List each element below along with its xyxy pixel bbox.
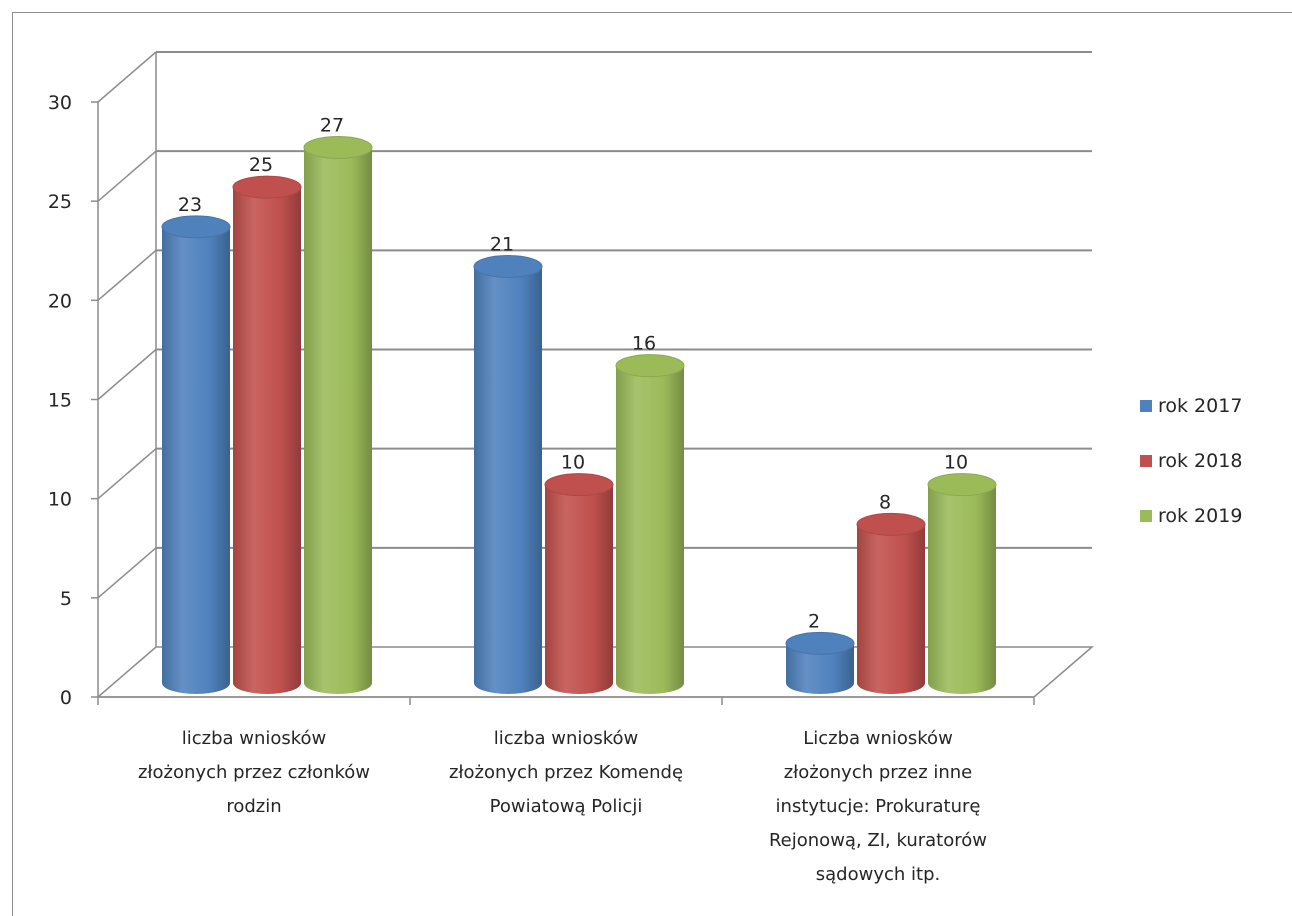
bar-body: [616, 365, 684, 694]
legend-entry: rok 2017: [1158, 395, 1242, 417]
x-tick-label: liczba wniosków złożonych przez członków r…: [138, 728, 370, 817]
bar-top: [232, 175, 302, 199]
gridline-side: [97, 150, 157, 202]
data-label: 2: [808, 610, 820, 632]
x-tick-label: Liczba wniosków złożonych przez inne insty…: [769, 728, 987, 885]
data-label: 10: [561, 452, 585, 474]
gridline-side: [97, 249, 157, 301]
legend-entry: rok 2019: [1158, 505, 1242, 527]
bar-top: [303, 136, 373, 159]
bar-body: [545, 484, 613, 694]
axes: [91, 101, 1035, 705]
gridline-side: [97, 448, 157, 500]
y-tick-label: 0: [60, 687, 72, 709]
data-label: 8: [879, 491, 891, 513]
bar: [856, 512, 926, 694]
legend: rok 2017 rok 2018 rok 2019: [1140, 395, 1242, 527]
data-label: 21: [490, 234, 514, 256]
bar: [927, 473, 997, 694]
bar: [473, 255, 543, 694]
bar: [232, 175, 302, 694]
bar-top: [615, 354, 685, 378]
y-tick-label: 30: [48, 92, 72, 114]
data-label: 25: [249, 154, 273, 176]
bar: [785, 631, 855, 694]
legend-swatch: [1140, 400, 1152, 412]
bar-body: [928, 484, 996, 694]
data-label: 27: [320, 115, 344, 137]
bar-body: [857, 524, 925, 694]
data-label: 16: [632, 333, 656, 355]
bar-top: [544, 473, 614, 497]
bar: [544, 473, 614, 694]
bar-body: [233, 187, 301, 694]
bar-body: [786, 643, 854, 694]
bar-top: [785, 631, 855, 655]
x-tick-label: liczba wniosków złożonych przez Komendę Po…: [449, 728, 683, 817]
gridline-side: [97, 51, 157, 103]
legend-entry: rok 2018: [1158, 450, 1242, 472]
bar-top: [856, 512, 926, 536]
bar: [615, 354, 685, 694]
gridline-side: [97, 547, 157, 599]
labels: 0 5 10 15 20 25 30 23 21 2 25 10 8 27 16 10 liczba wnios…: [48, 92, 987, 885]
bar-top: [927, 473, 997, 497]
bar-body: [162, 226, 230, 695]
bar: [303, 136, 373, 694]
bar: [161, 215, 231, 695]
bars: [161, 136, 997, 695]
gridline-side: [97, 348, 157, 401]
y-tick-label: 10: [48, 489, 72, 511]
bar-top: [473, 255, 543, 278]
y-tick-label: 20: [48, 290, 72, 312]
y-tick-label: 15: [48, 390, 72, 412]
data-label: 10: [944, 452, 968, 474]
legend-swatch: [1140, 510, 1152, 522]
y-tick-label: 25: [48, 191, 72, 213]
legend-swatch: [1140, 455, 1152, 467]
bar-body: [474, 266, 542, 694]
y-tick-label: 5: [60, 588, 72, 610]
bar-body: [304, 147, 372, 694]
data-label: 23: [178, 194, 202, 216]
bar-top: [161, 215, 231, 239]
